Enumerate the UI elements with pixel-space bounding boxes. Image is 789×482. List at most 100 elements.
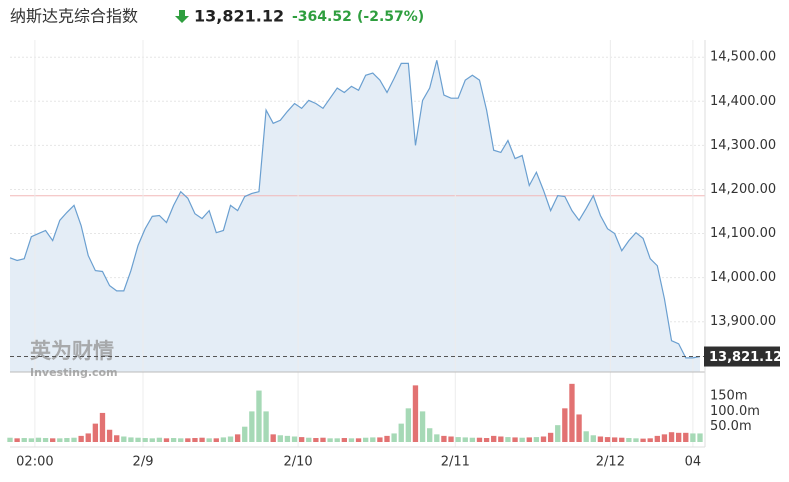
volume-bar: [28, 438, 35, 442]
volume-bar: [42, 438, 49, 442]
volume-bar: [50, 438, 56, 442]
volume-bar: [519, 437, 525, 442]
volume-bar: [654, 435, 660, 442]
x-tick-label: 2/11: [441, 455, 470, 470]
y-tick-label: 150m: [710, 389, 747, 404]
volume-bar: [78, 435, 84, 442]
volume-bar: [562, 408, 568, 442]
y-tick-label: 14,000.00: [710, 270, 776, 285]
volume-bar: [99, 412, 106, 442]
volume-bar: [640, 438, 646, 442]
volume-bar: [320, 437, 326, 442]
volume-bar: [71, 437, 77, 442]
volume-bar: [327, 438, 333, 442]
volume-bar: [455, 437, 461, 442]
volume-bar: [611, 437, 618, 442]
volume-bar: [505, 437, 511, 442]
volume-bar: [220, 437, 227, 442]
volume-bar: [384, 435, 390, 442]
x-tick-label: 2/10: [283, 455, 312, 470]
down-arrow: [175, 10, 189, 23]
volume-bar: [206, 438, 212, 442]
volume-bar: [242, 426, 248, 442]
y-tick-label: 50.0m: [710, 419, 752, 434]
volume-bar: [270, 434, 276, 442]
volume-bar: [583, 431, 589, 442]
y-tick-label: 14,300.00: [710, 138, 776, 153]
volume-bar: [427, 428, 433, 442]
y-tick-label: 14,500.00: [710, 50, 776, 65]
volume-bar: [469, 437, 476, 442]
volume-bar: [377, 437, 383, 442]
volume-bar: [626, 438, 632, 442]
volume-bar: [370, 437, 376, 442]
y-tick-label: 13,900.00: [710, 314, 776, 329]
volume-bar: [533, 437, 540, 442]
volume-bar: [7, 437, 13, 442]
volume-bar: [14, 438, 20, 442]
volume-bar: [462, 437, 468, 442]
volume-bar: [291, 436, 298, 442]
y-tick-label: 14,400.00: [710, 94, 776, 109]
volume-bar: [178, 438, 184, 442]
volume-bar: [57, 438, 63, 442]
y-tick-label: 100.0m: [710, 404, 760, 419]
volume-bar: [419, 411, 426, 442]
volume-bar: [227, 436, 234, 442]
volume-bar: [619, 437, 625, 442]
volume-bar: [391, 433, 397, 442]
volume-bar: [569, 383, 575, 442]
volume-bar: [284, 435, 291, 442]
volume-bar: [114, 435, 120, 442]
volume-bar: [540, 436, 547, 442]
price: 13,821.12: [194, 7, 284, 26]
volume-bar: [199, 437, 205, 442]
y-tick-label: 14,100.00: [710, 226, 776, 241]
volume-bar: [697, 433, 703, 442]
volume-bar: [498, 436, 504, 442]
x-tick-label: 2/12: [596, 455, 625, 470]
area-fill: [10, 60, 700, 372]
volume-bar: [64, 438, 70, 442]
volume-bar: [604, 437, 611, 442]
index-name: 纳斯达克综合指数: [10, 7, 138, 26]
watermark: 英为财情: [30, 339, 114, 363]
volume-bar: [647, 438, 653, 442]
volume-bar: [633, 438, 639, 442]
volume-bar: [675, 432, 682, 442]
volume-bar: [434, 434, 440, 442]
volume-bar: [597, 436, 604, 442]
volume-bar: [348, 438, 355, 442]
volume-bar: [398, 423, 404, 442]
volume-bar: [661, 434, 668, 442]
volume-bar: [263, 411, 269, 442]
volume-bar: [555, 425, 561, 442]
volume-bar: [135, 437, 141, 442]
volume-bar: [441, 435, 447, 442]
volume-bar: [313, 438, 319, 442]
volume-bar: [170, 438, 177, 442]
price-line: [9, 60, 701, 359]
volume-bar: [128, 437, 134, 442]
volume-bar: [547, 432, 554, 442]
volume-bar: [142, 438, 148, 442]
volume-bar: [412, 385, 419, 442]
volume-bar: [249, 411, 255, 442]
volume-bar: [341, 438, 347, 442]
volume-bar: [121, 436, 127, 442]
volume-bar: [106, 429, 113, 442]
volume-bar: [92, 423, 99, 442]
volume-bar: [690, 433, 696, 442]
last-price-label: 13,821.12: [709, 350, 782, 365]
volume-bar: [476, 437, 483, 442]
volume-bar: [185, 438, 191, 442]
volume-bar: [35, 437, 42, 442]
volume-bar: [156, 437, 163, 442]
volume-bar: [491, 435, 497, 442]
volume-bar: [512, 437, 518, 442]
volume-bar: [483, 438, 490, 442]
volume-bar: [149, 438, 155, 442]
x-tick-label: 2/9: [133, 455, 154, 470]
volume-bar: [21, 438, 27, 442]
